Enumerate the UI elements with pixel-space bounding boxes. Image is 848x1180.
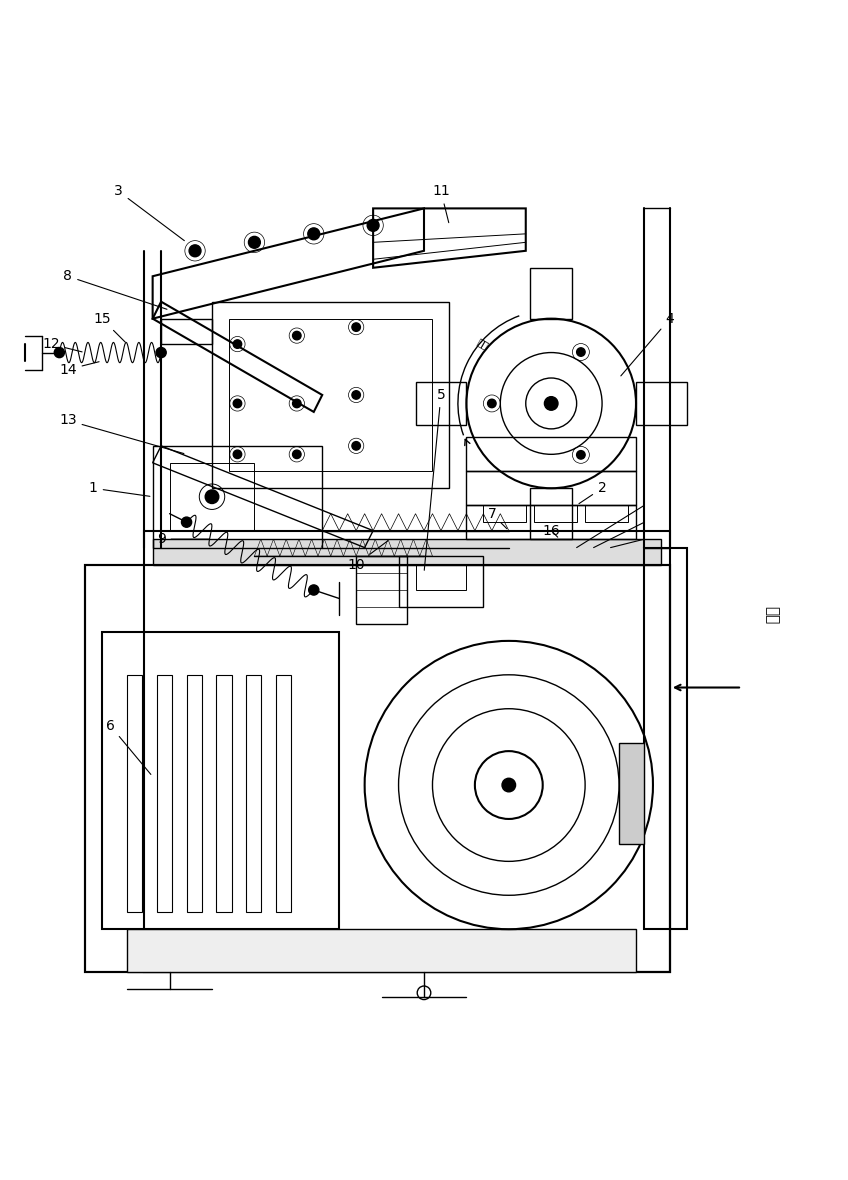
Bar — [619, 742, 644, 845]
Bar — [356, 556, 407, 624]
Circle shape — [248, 236, 260, 248]
Circle shape — [293, 332, 301, 340]
Bar — [229, 319, 432, 471]
Bar — [127, 929, 636, 971]
Text: 15: 15 — [93, 312, 126, 342]
Circle shape — [367, 219, 379, 231]
Bar — [85, 564, 670, 971]
Bar — [534, 505, 577, 523]
Bar — [187, 675, 202, 912]
Bar — [466, 471, 636, 505]
Bar — [466, 505, 636, 539]
Text: 13: 13 — [59, 413, 184, 453]
Circle shape — [352, 391, 360, 399]
Bar — [212, 302, 449, 489]
Circle shape — [488, 399, 496, 407]
Circle shape — [293, 450, 301, 459]
Bar — [416, 564, 466, 590]
Bar — [466, 438, 636, 471]
Bar — [153, 539, 661, 564]
Circle shape — [233, 340, 242, 348]
Bar — [144, 531, 670, 971]
Circle shape — [577, 451, 585, 459]
Text: 16: 16 — [543, 524, 560, 538]
Bar — [483, 505, 526, 523]
Circle shape — [205, 490, 219, 504]
Circle shape — [181, 517, 192, 527]
Bar — [216, 675, 232, 912]
Text: 12: 12 — [42, 337, 82, 352]
Text: 9: 9 — [157, 532, 209, 546]
Circle shape — [309, 585, 319, 595]
Circle shape — [156, 347, 166, 358]
Text: 4: 4 — [621, 312, 674, 376]
Text: 5: 5 — [424, 388, 445, 570]
Text: 7: 7 — [488, 506, 507, 529]
Text: 3: 3 — [114, 184, 184, 241]
Bar — [85, 564, 670, 971]
Text: 排料: 排料 — [764, 607, 779, 624]
Circle shape — [577, 348, 585, 356]
Bar — [644, 548, 687, 929]
Bar — [585, 505, 628, 523]
Bar — [102, 632, 339, 929]
Circle shape — [308, 228, 320, 240]
Text: 1: 1 — [89, 481, 150, 497]
Text: 6: 6 — [106, 719, 151, 774]
Circle shape — [544, 396, 558, 411]
Bar — [399, 556, 483, 607]
Circle shape — [352, 441, 360, 450]
Text: 转动: 转动 — [476, 336, 491, 352]
Circle shape — [189, 245, 201, 257]
Bar — [170, 463, 254, 531]
Circle shape — [352, 323, 360, 332]
Circle shape — [233, 450, 242, 459]
Text: 11: 11 — [432, 184, 449, 223]
Circle shape — [502, 779, 516, 792]
Bar — [276, 675, 291, 912]
Circle shape — [293, 399, 301, 407]
Circle shape — [233, 399, 242, 407]
Bar — [127, 675, 142, 912]
Text: 8: 8 — [64, 269, 167, 309]
Bar — [246, 675, 261, 912]
Text: 14: 14 — [59, 362, 99, 376]
Text: 10: 10 — [348, 540, 388, 571]
Text: 2: 2 — [579, 481, 606, 504]
Circle shape — [54, 347, 64, 358]
Bar — [153, 446, 322, 548]
Bar — [157, 675, 172, 912]
